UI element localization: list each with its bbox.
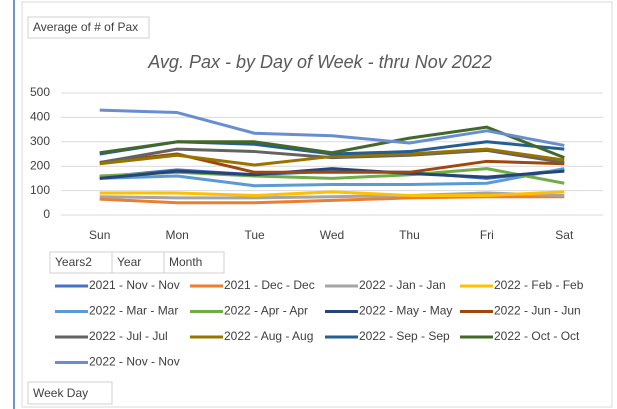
- legend-label: 2022 - Oct - Oct: [494, 329, 580, 343]
- series-line: [99, 108, 565, 147]
- x-tick-label: Sat: [555, 228, 574, 242]
- value-field[interactable]: Average of # of Pax: [33, 20, 138, 34]
- legend-label: 2022 - Nov - Nov: [89, 355, 180, 369]
- y-tick-label: 200: [30, 158, 50, 172]
- x-tick-label: Fri: [480, 228, 494, 242]
- x-tick-label: Tue: [244, 228, 265, 242]
- series-line: [99, 190, 565, 197]
- series-line: [99, 167, 565, 180]
- chart-border: [21, 1, 613, 408]
- legend-label: 2021 - Dec - Dec: [224, 278, 315, 292]
- legend-label: 2022 - Mar - Mar: [89, 304, 178, 318]
- legend-field[interactable]: Month: [169, 255, 202, 269]
- x-tick-label: Wed: [320, 228, 344, 242]
- series-line: [99, 167, 565, 188]
- legend-label: 2022 - Apr - Apr: [224, 304, 308, 318]
- y-tick-label: 0: [43, 207, 50, 221]
- x-tick-label: Sun: [89, 228, 110, 242]
- series-line: [99, 147, 565, 167]
- legend-label: 2022 - Sep - Sep: [359, 329, 450, 343]
- y-tick-label: 300: [30, 134, 50, 148]
- y-tick-label: 400: [30, 110, 50, 124]
- legend-label: 2021 - Nov - Nov: [89, 278, 180, 292]
- axis-field[interactable]: Week Day: [33, 386, 88, 400]
- y-tick-label: 500: [30, 85, 50, 99]
- x-tick-label: Thu: [399, 228, 420, 242]
- legend-field[interactable]: Year: [117, 255, 141, 269]
- x-tick-label: Mon: [165, 228, 188, 242]
- legend-label: 2022 - Aug - Aug: [224, 329, 313, 343]
- series-line: [99, 125, 565, 160]
- legend-label: 2022 - May - May: [359, 304, 452, 318]
- y-tick-label: 100: [30, 183, 50, 197]
- legend-field[interactable]: Years2: [55, 255, 92, 269]
- series-line: [99, 191, 565, 200]
- legend-label: 2022 - Jul - Jul: [89, 329, 168, 343]
- legend-label: 2022 - Feb - Feb: [494, 278, 584, 292]
- axis-field-button[interactable]: [27, 381, 113, 405]
- legend-field-button[interactable]: [163, 251, 225, 274]
- legend-label: 2022 - Jun - Jun: [494, 304, 581, 318]
- chart-title: Avg. Pax - by Day of Week - thru Nov 202…: [147, 52, 492, 72]
- value-field-button[interactable]: [27, 16, 150, 39]
- legend-label: 2022 - Jan - Jan: [359, 278, 446, 292]
